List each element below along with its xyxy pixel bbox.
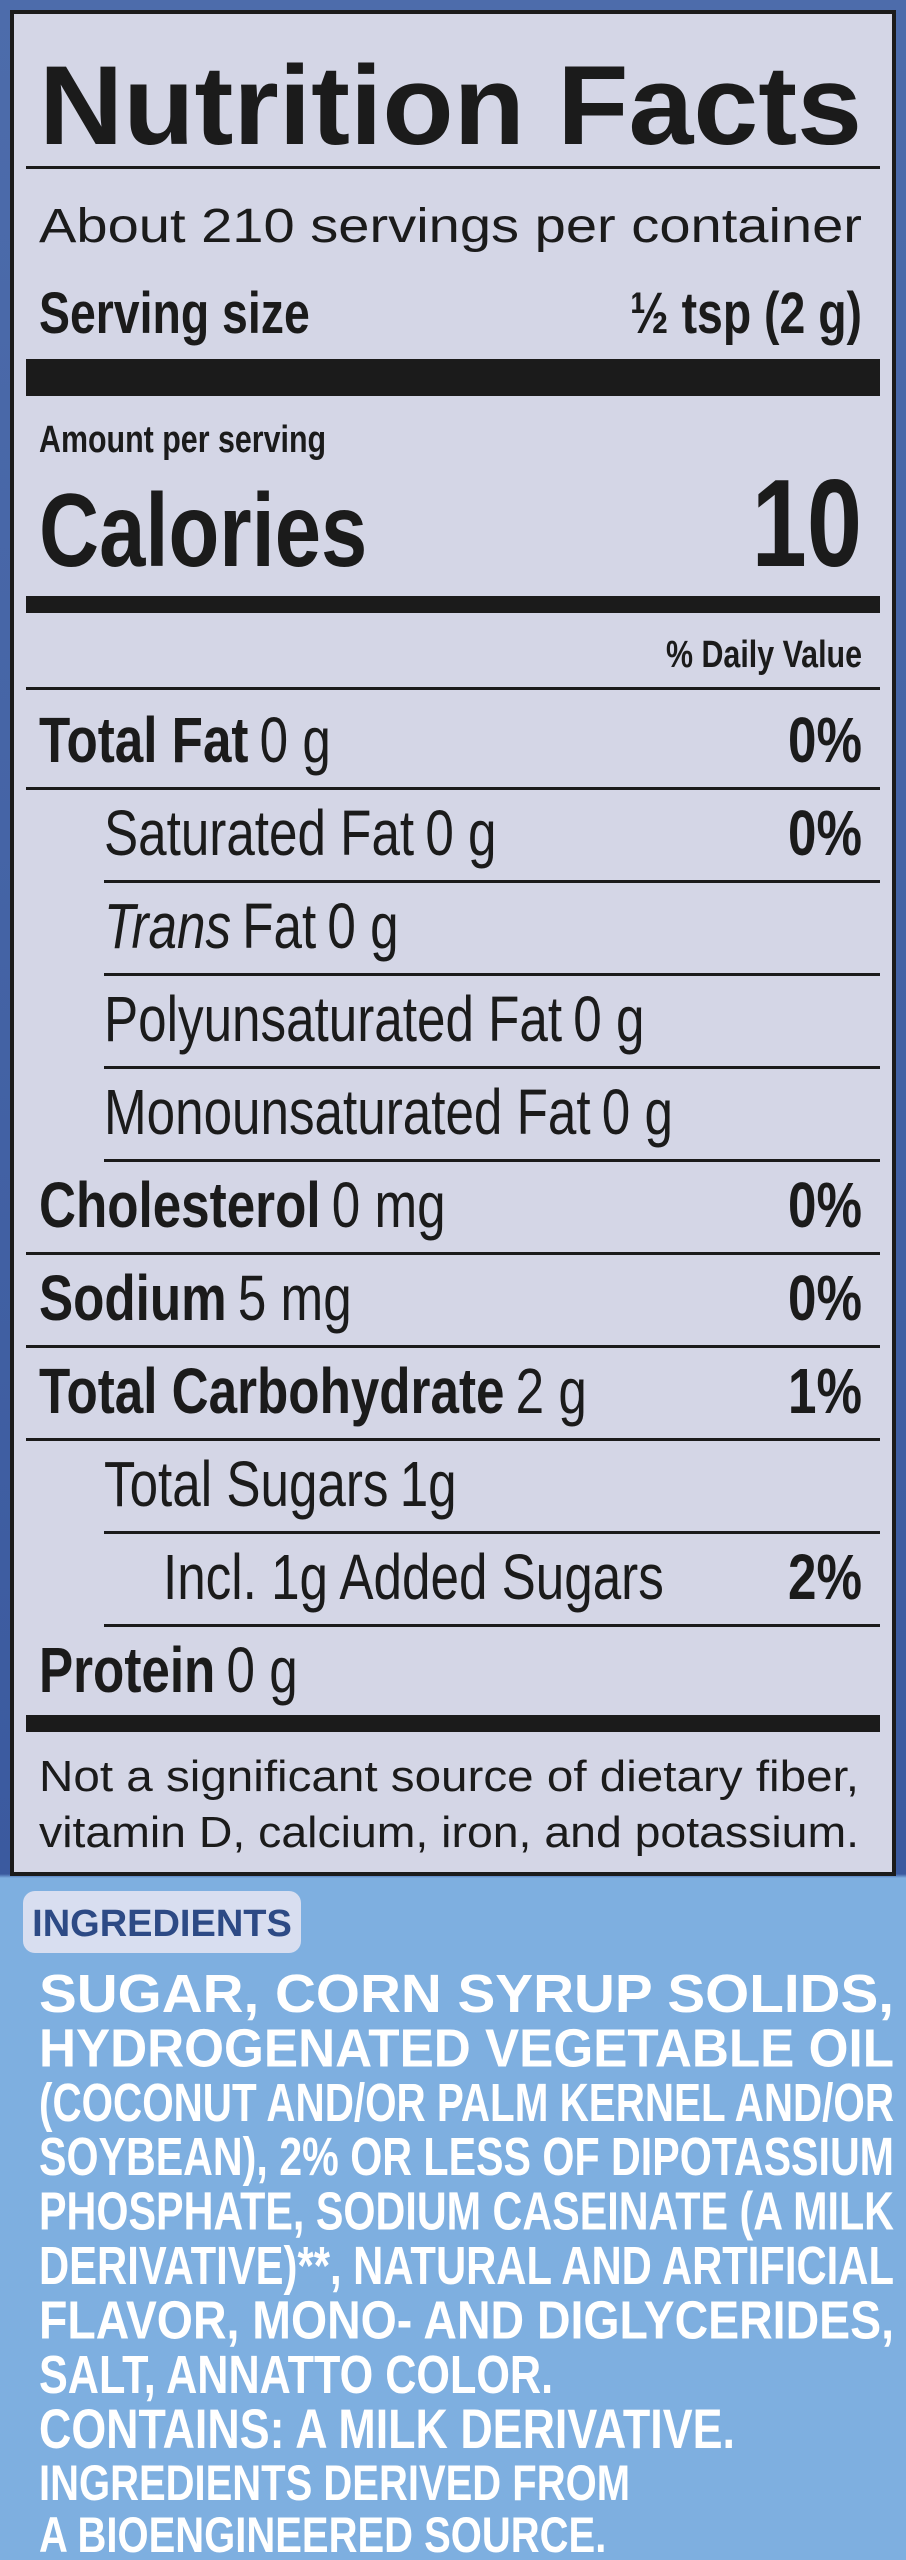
nutrient-name: Fat xyxy=(242,892,316,963)
daily-value: 0% xyxy=(788,706,862,777)
serving-size-value: ½ tsp (2 g) xyxy=(630,281,862,346)
nutrient-amount: 0 g xyxy=(573,985,644,1056)
nutrient-name: Incl. 1g Added Sugars xyxy=(163,1543,664,1614)
row-rule xyxy=(104,1159,880,1162)
daily-value: 1% xyxy=(788,1357,862,1428)
nutrient-amount: 2 g xyxy=(516,1357,587,1428)
servings: About 210 servings per container xyxy=(39,200,862,253)
nutrient-row: Total Sugars 1g xyxy=(104,1450,457,1521)
row-rule xyxy=(26,787,880,790)
row-rule xyxy=(26,1438,880,1441)
daily-value: 0% xyxy=(788,1171,862,1242)
nutrient-amount: 0 mg xyxy=(332,1171,446,1242)
bioengineered: A BIOENGINEERED SOURCE. xyxy=(39,2507,606,2560)
daily-value: 0% xyxy=(788,1264,862,1335)
nutrient-name: Saturated Fat xyxy=(104,799,414,870)
daily-value: 0% xyxy=(788,799,862,870)
calories-value: 10 xyxy=(752,453,862,592)
nutrient-amount: 0 g xyxy=(260,706,331,777)
row-rule xyxy=(104,1066,880,1069)
serving-size-label: Serving size xyxy=(39,281,310,346)
ingredients-header: INGREDIENTS xyxy=(32,1903,292,1945)
nutrient-name: Total Sugars xyxy=(104,1450,389,1521)
ingredients-line: PHOSPHATE, SODIUM CASEINATE (A MILK xyxy=(39,2182,894,2242)
nutrient-row: Incl. 1g Added Sugars xyxy=(163,1543,664,1614)
title: Nutrition Facts xyxy=(39,44,862,169)
row-rule xyxy=(104,973,880,976)
ingredients-line: SALT, ANNATTO COLOR. xyxy=(39,2345,553,2405)
rule xyxy=(26,687,880,690)
rule xyxy=(26,166,880,169)
rule xyxy=(26,596,880,613)
daily-value-header: % Daily Value xyxy=(666,634,862,676)
nutrient-amount: 5 mg xyxy=(238,1264,352,1335)
contains: CONTAINS: A MILK DERIVATIVE. xyxy=(39,2397,735,2460)
nutrient-row: Monounsaturated Fat 0 g xyxy=(104,1078,673,1149)
nutrient-amount: 0 g xyxy=(602,1078,673,1149)
ingredients-line: DERIVATIVE)**, NATURAL AND ARTIFICIAL xyxy=(39,2237,894,2297)
nutrient-row: Total Carbohydrate 2 g xyxy=(39,1357,587,1428)
amount-per-serving: Amount per serving xyxy=(39,419,326,461)
nutrient-name: Monounsaturated Fat xyxy=(104,1078,591,1149)
row-rule xyxy=(26,1252,880,1255)
nutrient-row: Protein 0 g xyxy=(39,1636,298,1707)
nutrient-row: Trans Fat 0 g xyxy=(104,892,399,963)
nutrient-name: Protein xyxy=(39,1636,215,1707)
rule xyxy=(26,1715,880,1732)
footnote: Not a significant source of dietary fibe… xyxy=(39,1752,859,1801)
nutrient-row: Sodium 5 mg xyxy=(39,1264,352,1335)
row-rule xyxy=(104,1531,880,1534)
ingredients-line: FLAVOR, MONO- AND DIGLYCERIDES, xyxy=(39,2291,894,2351)
ingredients-badge xyxy=(23,1891,301,1953)
nutrient-amount: 0 g xyxy=(227,1636,298,1707)
calories-label: Calories xyxy=(39,472,367,588)
daily-value: 2% xyxy=(788,1543,862,1614)
nutrient-row: Saturated Fat 0 g xyxy=(104,799,497,870)
nutrient-row: Polyunsaturated Fat 0 g xyxy=(104,985,644,1056)
nutrient-amount: 0 g xyxy=(425,799,496,870)
rule xyxy=(26,359,880,396)
bioengineered: INGREDIENTS DERIVED FROM xyxy=(39,2455,630,2511)
ingredients-line: SUGAR, CORN SYRUP SOLIDS, xyxy=(39,1965,894,2025)
nutrient-name: Total Fat xyxy=(39,706,248,777)
nutrient-name: Total Carbohydrate xyxy=(39,1357,504,1428)
nutrient-italic: Trans xyxy=(104,892,231,963)
ingredients-line: (COCONUT AND/OR PALM KERNEL AND/OR xyxy=(39,2073,894,2133)
nutrient-name: Sodium xyxy=(39,1264,227,1335)
row-rule xyxy=(104,1624,880,1627)
ingredients-line: HYDROGENATED VEGETABLE OIL xyxy=(39,2019,894,2079)
nutrient-amount: 0 g xyxy=(327,892,398,963)
nutrient-name: Polyunsaturated Fat xyxy=(104,985,562,1056)
nutrient-row: Total Fat 0 g xyxy=(39,706,331,777)
ingredients-line: SOYBEAN), 2% OR LESS OF DIPOTASSIUM xyxy=(39,2128,894,2188)
nutrient-name: Cholesterol xyxy=(39,1171,321,1242)
footnote: vitamin D, calcium, iron, and potassium. xyxy=(39,1808,859,1857)
nutrient-amount: 1g xyxy=(400,1450,457,1521)
row-rule xyxy=(104,880,880,883)
row-rule xyxy=(26,1345,880,1348)
nutrient-row: Cholesterol 0 mg xyxy=(39,1171,446,1242)
panel xyxy=(10,10,896,1876)
